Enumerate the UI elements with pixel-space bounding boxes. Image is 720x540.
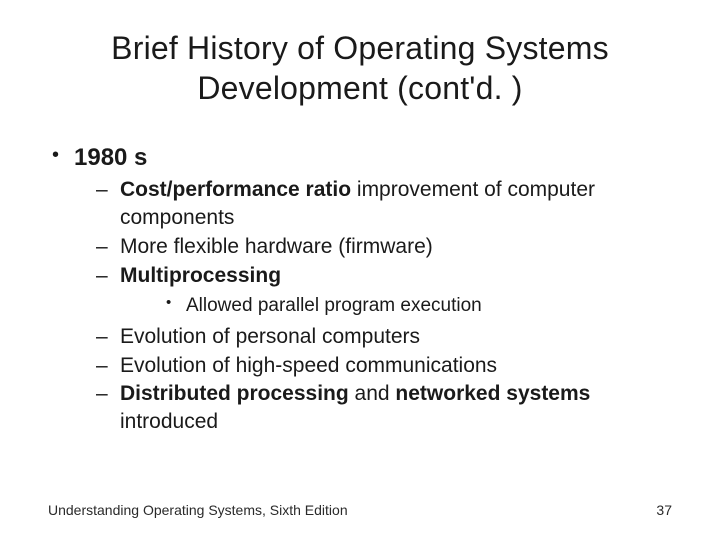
list-item: Distributed processing and networked sys…	[74, 380, 672, 435]
bold-text: Multiprocessing	[120, 264, 281, 287]
era-label: 1980 s	[74, 144, 147, 171]
body-text: and	[349, 382, 396, 405]
body-text: Allowed parallel program execution	[186, 295, 482, 316]
bullet-list-lvl2: Cost/performance ratio improvement of co…	[74, 176, 672, 435]
list-item: Evolution of personal computers	[74, 323, 672, 351]
bold-text: networked systems	[395, 382, 590, 405]
list-item: More flexible hardware (firmware)	[74, 233, 672, 261]
page-number: 37	[656, 502, 672, 518]
list-item: Allowed parallel program execution	[120, 293, 672, 319]
list-item: Multiprocessing Allowed parallel program…	[74, 262, 672, 319]
bullet-list-lvl1: 1980 s Cost/performance ratio improvemen…	[48, 142, 672, 436]
list-item: Cost/performance ratio improvement of co…	[74, 176, 672, 231]
bold-text: Distributed processing	[120, 382, 349, 405]
slide: Brief History of Operating Systems Devel…	[0, 0, 720, 540]
slide-footer: Understanding Operating Systems, Sixth E…	[48, 502, 672, 518]
bullet-list-lvl3: Allowed parallel program execution	[120, 293, 672, 319]
footer-source: Understanding Operating Systems, Sixth E…	[48, 502, 348, 518]
body-text: Evolution of high-speed communications	[120, 354, 497, 377]
slide-title: Brief History of Operating Systems Devel…	[48, 28, 672, 108]
list-item: Evolution of high-speed communications	[74, 352, 672, 380]
bold-text: Cost/performance ratio	[120, 178, 351, 201]
body-text: Evolution of personal computers	[120, 325, 420, 348]
list-item: 1980 s Cost/performance ratio improvemen…	[48, 142, 672, 436]
body-text: introduced	[120, 410, 218, 433]
body-text: More flexible hardware (firmware)	[120, 235, 433, 258]
